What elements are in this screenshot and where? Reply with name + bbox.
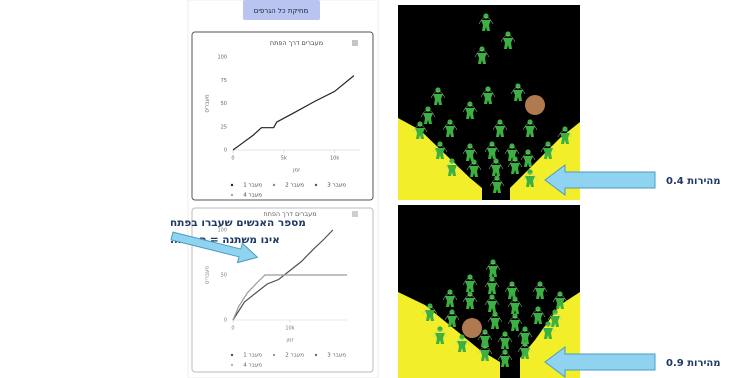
agent-head xyxy=(512,313,517,318)
arrow xyxy=(545,347,655,377)
y-tick-label: 50 xyxy=(221,101,227,107)
agent-head xyxy=(535,306,540,311)
legend-marker xyxy=(315,354,317,356)
clear-button-label: מחיקת כל הגרפים xyxy=(254,7,309,15)
agent-head xyxy=(492,311,497,316)
legend-label: מעבר 3 xyxy=(327,353,346,359)
agent-head xyxy=(479,46,484,51)
agent-head xyxy=(489,141,494,146)
agent-head xyxy=(509,281,514,286)
speed-label: מהירות 0.9 xyxy=(666,358,721,369)
agent-head xyxy=(509,143,514,148)
agent-head xyxy=(522,326,527,331)
legend-marker xyxy=(315,184,317,186)
agent-head xyxy=(562,126,567,131)
agent-head xyxy=(515,83,520,88)
agent-head xyxy=(493,158,498,163)
legend-marker xyxy=(231,184,233,186)
agent-head xyxy=(552,309,557,314)
agent-head xyxy=(483,13,488,18)
y-tick-label: 75 xyxy=(221,78,227,84)
agent-head xyxy=(425,106,430,111)
agent-head xyxy=(447,289,452,294)
y-tick-label: 0 xyxy=(224,318,227,324)
legend-label: מעבר 2 xyxy=(285,183,304,189)
agent-head xyxy=(527,169,532,174)
agent-head xyxy=(449,309,454,314)
legend-marker xyxy=(273,184,275,186)
obstacle xyxy=(525,95,545,115)
y-tick-label: 0 xyxy=(224,148,227,154)
page: מחיקת כל הגרפים מהירות 0.4 מהירות 0.9 מס… xyxy=(0,0,730,378)
agent-head xyxy=(545,141,550,146)
legend-label: מעבר 3 xyxy=(327,183,346,189)
agent-head xyxy=(485,86,490,91)
agent-head xyxy=(525,149,530,154)
agent-head xyxy=(545,321,550,326)
agent-head xyxy=(437,326,442,331)
y-tick-label: 50 xyxy=(221,273,227,279)
agent-head xyxy=(427,303,432,308)
legend-label: מעבר 4 xyxy=(243,193,262,199)
agent-head xyxy=(449,158,454,163)
chart-title: מעברים דרך הפתח xyxy=(263,210,316,218)
agent-head xyxy=(482,329,487,334)
agent-head xyxy=(494,175,499,180)
x-tick-label: 0 xyxy=(231,156,234,162)
x-tick-label: 5k xyxy=(281,156,287,162)
y-axis-label: מעברים xyxy=(205,94,211,113)
agent-head xyxy=(435,87,440,92)
obstacle xyxy=(462,318,482,338)
agent-head xyxy=(557,291,562,296)
speed-label: מהירות 0.4 xyxy=(666,176,721,187)
agent-head xyxy=(467,101,472,106)
y-tick-label: 100 xyxy=(217,228,227,234)
agent-head xyxy=(482,343,487,348)
legend-label: מעבר 2 xyxy=(285,353,304,359)
agent-head xyxy=(489,276,494,281)
legend-marker xyxy=(273,354,275,356)
x-tick-label: 0 xyxy=(231,326,234,332)
agent-head xyxy=(502,349,507,354)
legend-label: מעבר 1 xyxy=(243,183,262,189)
legend-marker xyxy=(231,364,233,366)
chart-title: מעברים דרך הפתח xyxy=(270,39,323,47)
x-axis-label: זמן xyxy=(293,168,300,174)
agent-head xyxy=(537,281,542,286)
legend-label: מעבר 4 xyxy=(243,363,262,369)
agent-head xyxy=(522,341,527,346)
x-tick-label: 10k xyxy=(285,326,294,332)
agent-head xyxy=(527,119,532,124)
agent-head xyxy=(512,296,517,301)
x-tick-label: 10k xyxy=(330,156,339,162)
agent-head xyxy=(417,121,422,126)
agent-head xyxy=(505,31,510,36)
annotation: מספר האנשים שעברו בפתח xyxy=(170,217,306,229)
agent-head xyxy=(490,259,495,264)
y-tick-label: 25 xyxy=(221,124,227,130)
agent-head xyxy=(512,156,517,161)
agent-head xyxy=(502,331,507,336)
agent-head xyxy=(471,159,476,164)
agent-head xyxy=(467,274,472,279)
legend-marker xyxy=(231,194,233,196)
legend-marker xyxy=(231,354,233,356)
agent-head xyxy=(497,119,502,124)
y-tick-label: 100 xyxy=(217,55,227,61)
agent-head xyxy=(467,143,472,148)
agent-head xyxy=(489,294,494,299)
agent-head xyxy=(437,141,442,146)
arrow xyxy=(545,165,655,195)
agent-head xyxy=(467,291,472,296)
legend-label: מעבר 1 xyxy=(243,353,262,359)
x-axis-label: זמן xyxy=(286,338,293,344)
agent-head xyxy=(447,119,452,124)
y-axis-label: מעברים xyxy=(205,266,211,285)
agent-head xyxy=(459,334,464,339)
